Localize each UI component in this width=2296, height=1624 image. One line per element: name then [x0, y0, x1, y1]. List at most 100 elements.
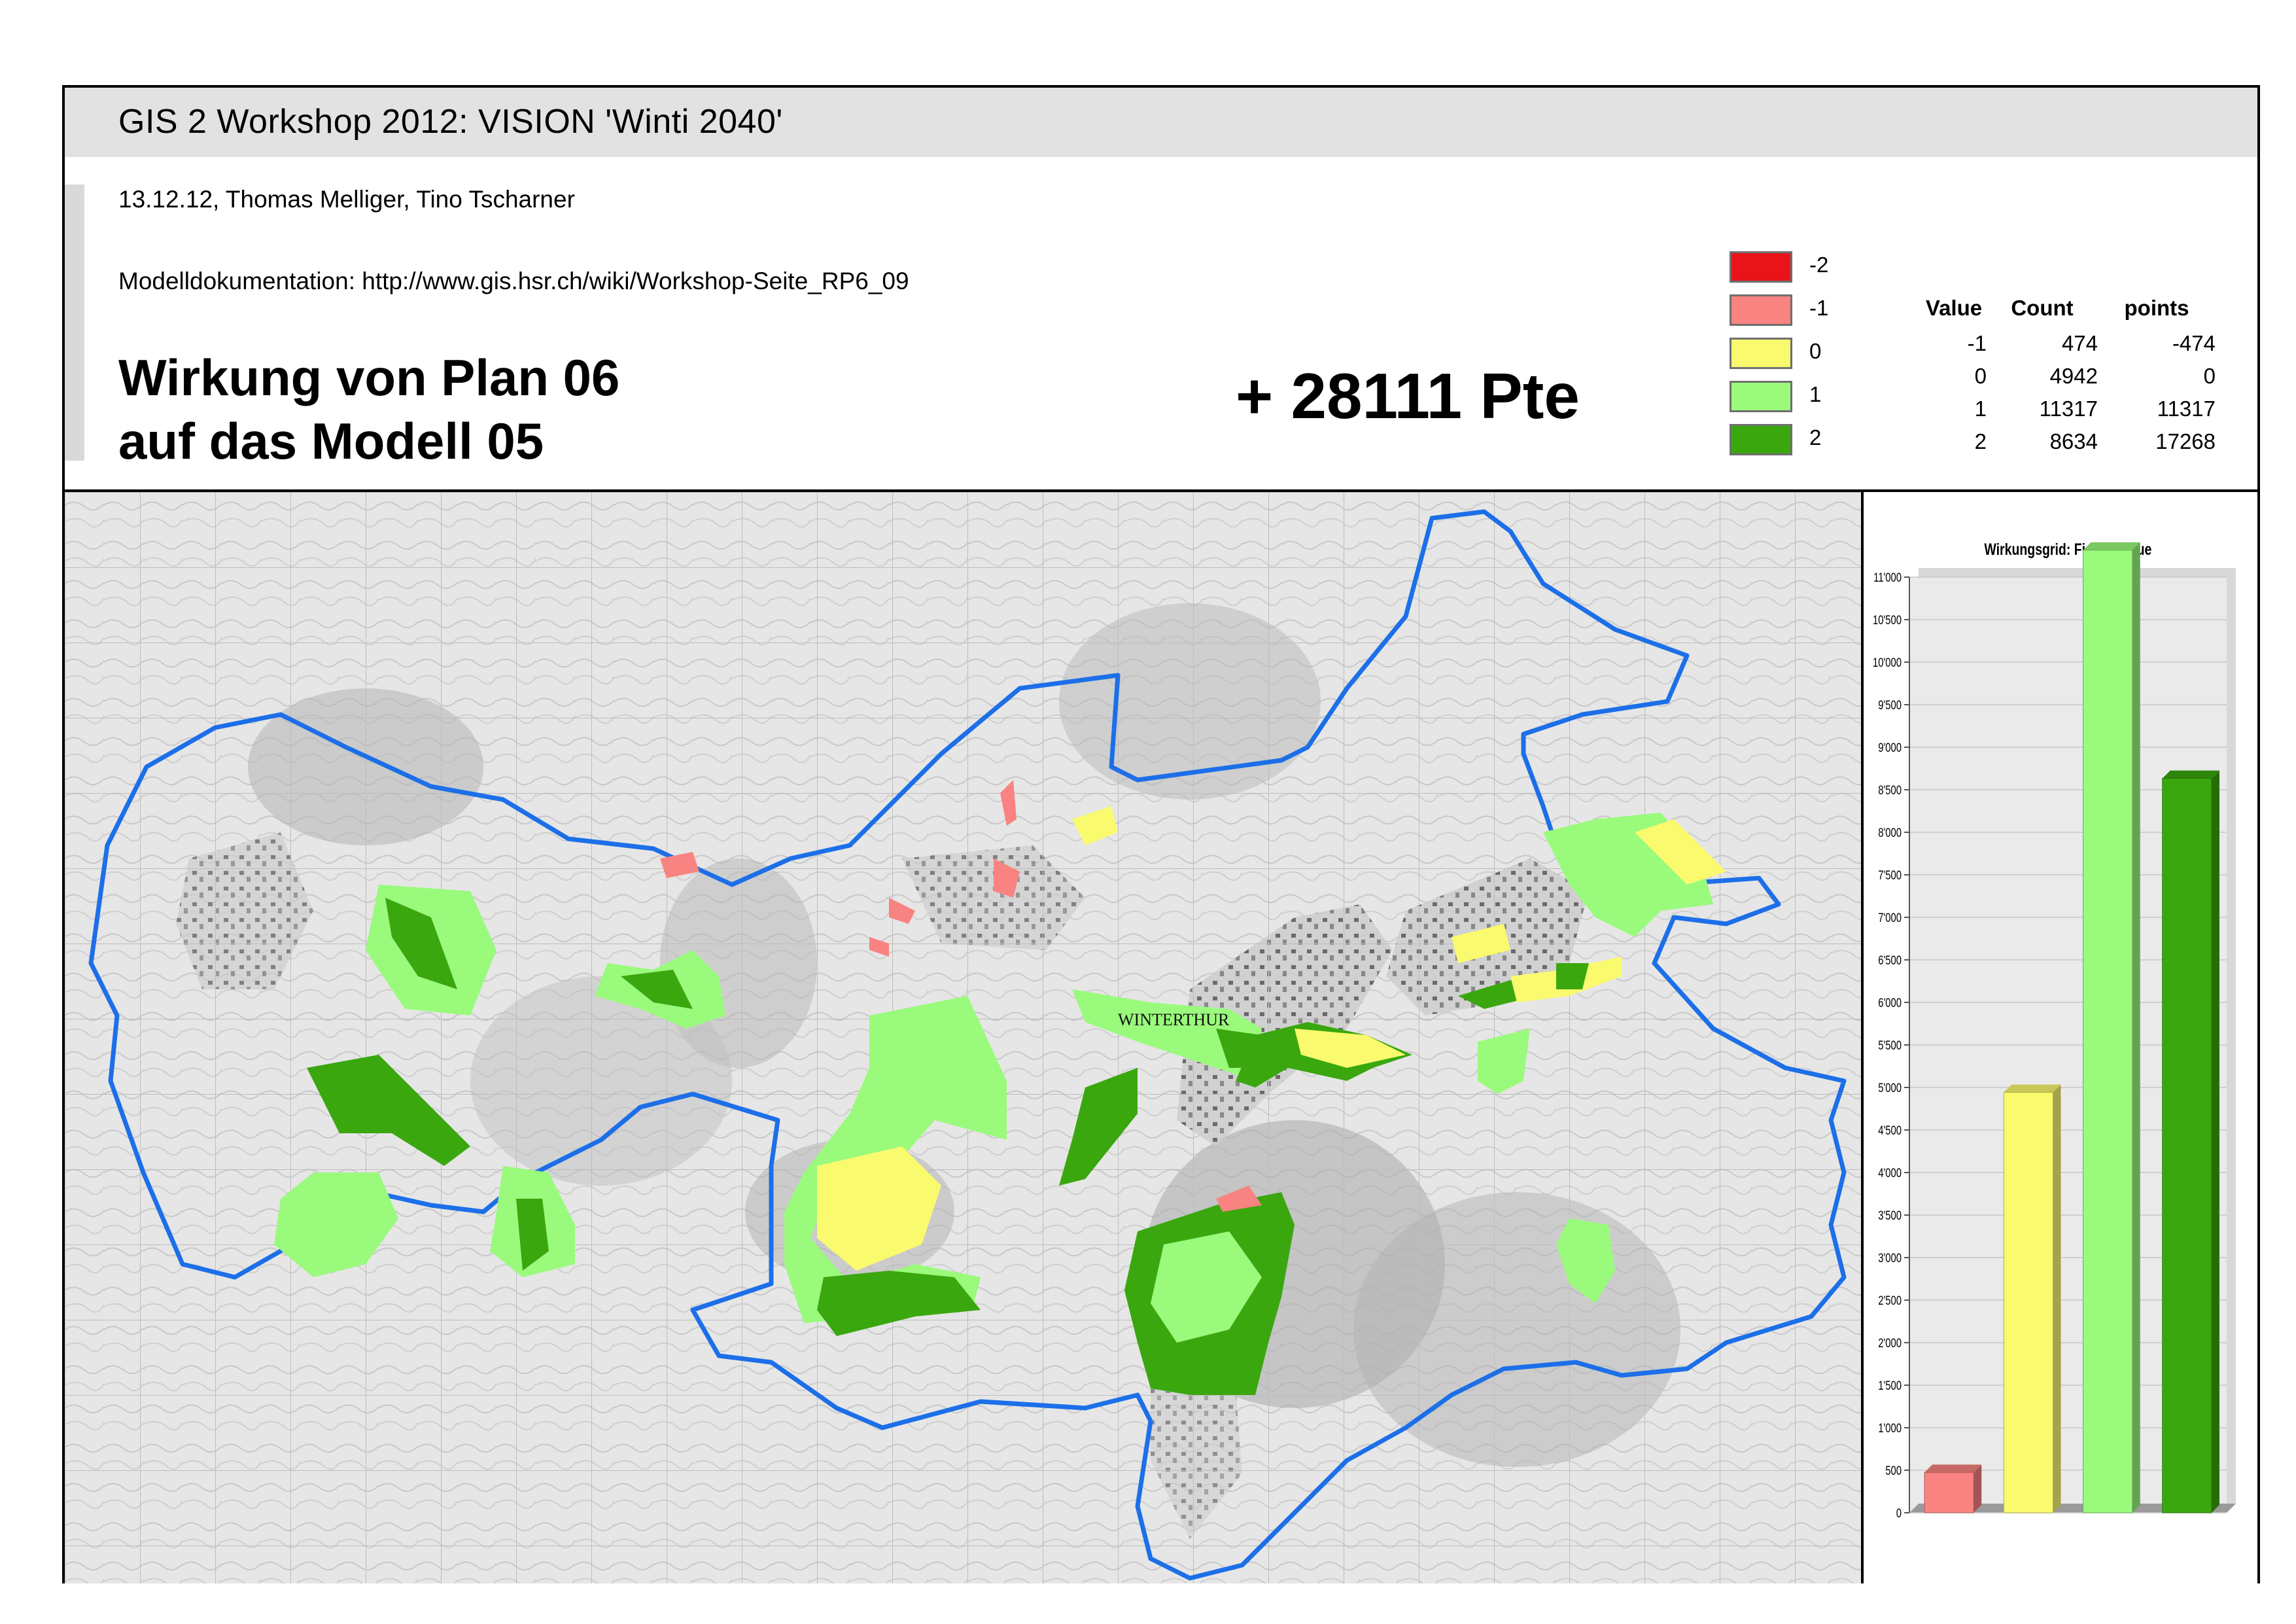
municipal-boundary	[88, 509, 1847, 1581]
impact-zone	[1000, 780, 1017, 826]
y-tick-label: 9'000	[1878, 741, 1902, 754]
impact-zone	[1072, 989, 1262, 1081]
stats-table: Value Count points -1 474 -474 0 4942 0 …	[1921, 296, 2216, 459]
y-tick-label: 3'000	[1878, 1251, 1902, 1265]
y-tick-label: 4'000	[1878, 1166, 1902, 1180]
stats-header-points: points	[2124, 296, 2189, 320]
y-tick-label: 6'500	[1878, 953, 1902, 967]
impact-zone	[869, 937, 889, 957]
legend-label: -2	[1809, 253, 1829, 277]
stats-cell: -474	[2172, 331, 2216, 355]
authors-line: 13.12.12, Thomas Melliger, Tino Tscharne…	[118, 186, 575, 213]
documentation-line: Modelldokumentation: http://www.gis.hsr.…	[118, 268, 909, 294]
legend-swatch	[1730, 251, 1792, 283]
stats-header-value: Value	[1925, 296, 1983, 320]
y-tick-label: 1'500	[1878, 1379, 1902, 1392]
impact-zone	[621, 970, 693, 1009]
y-tick-label: 11'000	[1873, 571, 1902, 584]
stats-cell: 11317	[2039, 397, 2098, 421]
side-stripe	[65, 185, 84, 461]
legend-item: 1	[1730, 381, 1926, 420]
stats-cell: 0	[1974, 364, 1987, 388]
bar-chart: Wirkungsgrid: Field = Value05001'0001'50…	[1873, 540, 2236, 1520]
legend-swatch	[1730, 338, 1792, 369]
legend-label: 0	[1809, 339, 1822, 363]
impact-zone	[1452, 924, 1510, 963]
impact-zone	[817, 1146, 941, 1271]
legend-item: -2	[1730, 251, 1926, 291]
y-tick-label: 3'500	[1878, 1209, 1902, 1222]
stats-cell: 4942	[2049, 364, 2098, 388]
impact-zone	[307, 1055, 470, 1166]
legend-swatch	[1730, 424, 1792, 455]
impact-zone	[1151, 1231, 1262, 1343]
score-total: + 28111 Pte	[1236, 360, 1580, 432]
bar-side	[2053, 1084, 2061, 1513]
legend-label: -1	[1809, 296, 1829, 320]
impact-zone	[1059, 1068, 1138, 1186]
impact-zone	[1635, 819, 1726, 885]
map-layout-frame: GIS 2 Workshop 2012: VISION 'Winti 2040'…	[62, 85, 2260, 1583]
stats-cell: 1	[1974, 397, 1987, 421]
impact-zone	[994, 858, 1020, 898]
map-panel[interactable]: WINTERTHUR	[65, 489, 1864, 1583]
y-tick-label: 7'000	[1878, 911, 1902, 925]
bar-side	[2211, 770, 2219, 1513]
impact-zone	[385, 898, 457, 989]
stats-cell: 0	[2203, 364, 2216, 388]
plot-floor	[1909, 1504, 2236, 1513]
impact-zone	[516, 1199, 549, 1271]
table-row: 0 4942 0	[1921, 361, 2216, 394]
y-tick-label: 0	[1896, 1506, 1902, 1520]
y-tick-label: 8'000	[1878, 826, 1902, 839]
y-tick-label: 10'000	[1873, 656, 1902, 669]
legend-item: -1	[1730, 294, 1926, 334]
impact-zone	[1072, 806, 1118, 845]
y-tick-label: 2'000	[1878, 1336, 1902, 1350]
bar-top	[2162, 770, 2219, 779]
bar-side	[2132, 542, 2140, 1513]
stats-cell: 474	[2061, 331, 2098, 355]
impact-zone	[889, 898, 915, 924]
plan-title: Wirkung von Plan 06 auf das Modell 05	[118, 346, 619, 473]
stats-cell: 2	[1974, 429, 1987, 453]
bar-top	[1924, 1464, 1982, 1473]
stats-cell: 17268	[2155, 429, 2216, 453]
impact-zones	[274, 780, 1726, 1395]
bar	[2162, 778, 2212, 1513]
stats-cell: 8634	[2049, 429, 2098, 453]
legend-item: 0	[1730, 338, 1926, 377]
impact-zone	[1478, 1029, 1530, 1094]
table-row: 1 11317 11317	[1921, 394, 2216, 427]
legend-label: 1	[1809, 382, 1822, 406]
chart-panel: Wirkungsgrid: Field = Value 0 500 1'000 1'50…	[1864, 489, 2257, 1583]
y-tick-label: 8'500	[1878, 783, 1902, 797]
y-tick-label: 1'000	[1878, 1421, 1902, 1435]
bar	[2083, 550, 2133, 1513]
y-tick-label: 10'500	[1873, 613, 1902, 627]
legend-item: 2	[1730, 424, 1926, 463]
impact-zone	[1556, 1218, 1615, 1303]
bar	[1924, 1472, 1974, 1513]
y-tick-label: 5'000	[1878, 1081, 1902, 1095]
bar	[2003, 1092, 2053, 1513]
stats-cell: 11317	[2157, 397, 2216, 421]
stats-header-count: Count	[2011, 296, 2074, 320]
y-tick-label: 500	[1885, 1464, 1902, 1477]
table-row: 2 8634 17268	[1921, 427, 2216, 459]
plan-title-line-2: auf das Modell 05	[118, 412, 544, 470]
impact-zone	[1556, 963, 1589, 989]
y-tick-label: 2'500	[1878, 1294, 1902, 1307]
impact-zone	[274, 1173, 398, 1277]
map-canvas[interactable]: WINTERTHUR	[65, 492, 1861, 1583]
y-tick-label: 4'500	[1878, 1123, 1902, 1137]
impact-zone	[1216, 1186, 1262, 1212]
y-tick-label: 5'500	[1878, 1038, 1902, 1052]
y-tick-label: 7'500	[1878, 868, 1902, 882]
table-row: -1 474 -474	[1921, 328, 2216, 361]
y-tick-label: 6'000	[1878, 996, 1902, 1010]
bar-side	[1974, 1464, 1982, 1513]
y-tick-label: 9'500	[1878, 698, 1902, 712]
title-bar: GIS 2 Workshop 2012: VISION 'Winti 2040'	[65, 88, 2257, 157]
stats-cell: -1	[1967, 331, 1987, 355]
